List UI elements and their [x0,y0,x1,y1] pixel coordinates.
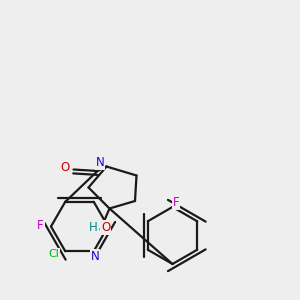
Text: N: N [91,250,99,263]
Text: N: N [95,156,104,170]
Text: Cl: Cl [48,249,59,259]
Text: O: O [101,221,110,234]
Text: O: O [61,161,70,174]
Text: H: H [88,221,98,234]
Text: F: F [173,196,179,209]
Text: F: F [37,219,44,232]
